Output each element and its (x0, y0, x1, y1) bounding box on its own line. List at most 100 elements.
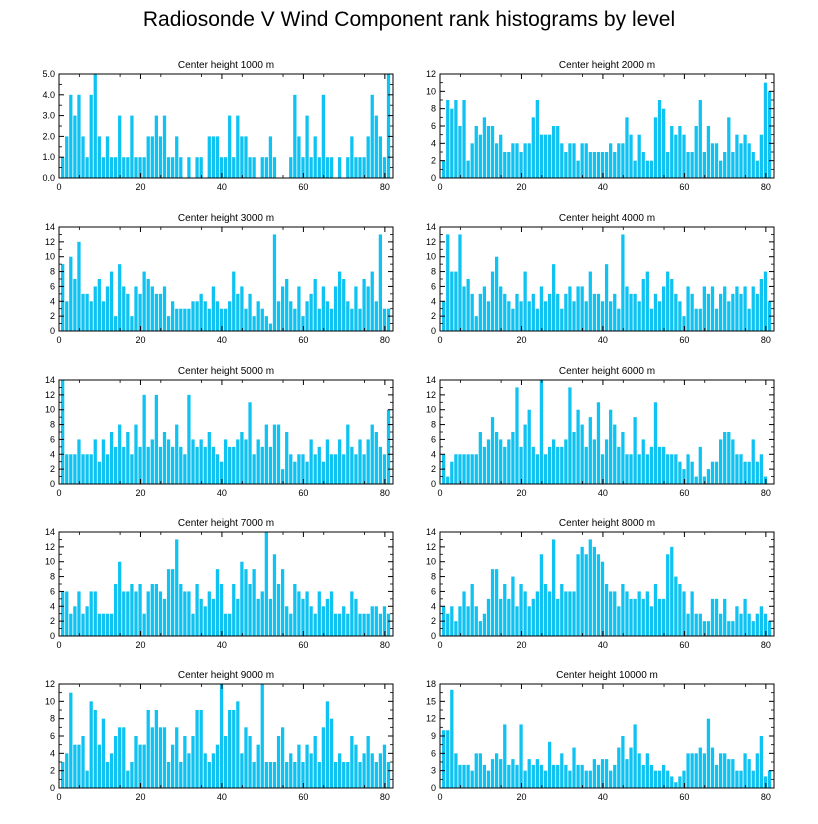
histogram-bar (219, 584, 224, 636)
histogram-bar (519, 724, 523, 788)
y-tick-label: 10 (426, 252, 436, 262)
histogram-bar (478, 293, 482, 331)
histogram-bar (61, 762, 65, 788)
histogram-bar (272, 762, 277, 788)
histogram-bar (666, 770, 670, 788)
histogram-bar (523, 770, 527, 788)
histogram-bar (207, 591, 211, 636)
histogram-bar (362, 279, 366, 331)
histogram-bar (670, 126, 674, 178)
histogram-bar (454, 454, 458, 484)
histogram-bar (130, 762, 134, 788)
histogram-bar (568, 387, 572, 484)
histogram-bar (446, 234, 450, 331)
histogram-bar (378, 234, 383, 331)
histogram-bar (362, 157, 366, 178)
histogram-bar (759, 134, 764, 178)
histogram-bar (358, 762, 362, 788)
panel-title: Center height 5000 m (178, 366, 274, 377)
histogram-bar (446, 476, 450, 484)
histogram-bar (61, 380, 65, 484)
histogram-bar (93, 74, 97, 178)
histogram-bar (77, 591, 81, 636)
y-tick-label: 2 (50, 311, 55, 321)
histogram-bar (268, 762, 273, 788)
histogram-bar (462, 286, 466, 331)
x-tick-label: 0 (437, 640, 442, 650)
y-tick-label: 12 (426, 542, 436, 552)
histogram-bar (576, 409, 580, 484)
histogram-bar (625, 454, 629, 484)
histogram-bar (450, 108, 454, 178)
histogram-bar (698, 613, 702, 636)
histogram-bar (268, 446, 273, 484)
histogram-bar (470, 454, 474, 484)
histogram-bar (572, 301, 576, 331)
histogram-bar (478, 432, 482, 484)
histogram-bar (661, 108, 666, 178)
histogram-bar (759, 454, 764, 484)
histogram-bar (486, 598, 491, 636)
histogram-bar (629, 747, 633, 788)
histogram-bar (122, 157, 126, 178)
histogram-bar (342, 454, 346, 484)
histogram-bar (686, 753, 690, 788)
histogram-bar (142, 157, 146, 178)
y-tick-label: 0 (431, 783, 436, 793)
histogram-bar (568, 286, 572, 331)
histogram-bar (543, 454, 548, 484)
histogram-bar (81, 293, 85, 331)
histogram-bar (346, 157, 350, 178)
histogram-bar (333, 286, 338, 331)
y-tick-label: 12 (426, 69, 436, 79)
histogram-bar (609, 770, 613, 788)
y-tick-label: 14 (45, 222, 55, 232)
histogram-bar (494, 569, 499, 636)
histogram-bar (719, 753, 723, 788)
histogram-bar (203, 446, 207, 484)
histogram-bar (366, 286, 370, 331)
histogram-bar (118, 727, 122, 788)
histogram-bar (69, 613, 73, 636)
x-tick-label: 60 (298, 488, 308, 498)
histogram-bar (682, 770, 686, 788)
histogram-bar (702, 621, 706, 636)
histogram-bar (568, 770, 572, 788)
histogram-bar (454, 100, 458, 178)
histogram-bar (560, 753, 564, 788)
y-tick-label: 14 (45, 527, 55, 537)
histogram-bar (478, 134, 482, 178)
histogram-bar (617, 606, 621, 636)
histogram-bar (637, 753, 641, 788)
histogram-bar (600, 759, 605, 788)
histogram-bar (146, 279, 150, 331)
histogram-bar (378, 753, 383, 788)
x-tick-label: 80 (761, 335, 771, 345)
histogram-bar (325, 157, 330, 178)
histogram-bar (710, 461, 715, 484)
y-tick-label: 4 (431, 138, 436, 148)
histogram-bar (105, 286, 110, 331)
histogram-bar (211, 753, 216, 788)
x-tick-label: 40 (598, 640, 608, 650)
histogram-bar (678, 461, 682, 484)
histogram-bar (552, 539, 556, 636)
histogram-bar (739, 454, 743, 484)
y-tick-label: 9 (431, 731, 436, 741)
histogram-bar (256, 439, 260, 484)
histogram-bar (252, 569, 256, 636)
histogram-bar (588, 152, 592, 178)
histogram-bar (240, 286, 244, 331)
histogram-bar (81, 136, 85, 178)
histogram-bar (162, 727, 167, 788)
x-tick-label: 20 (135, 488, 145, 498)
histogram-bar (547, 446, 552, 484)
y-tick-label: 2 (50, 766, 55, 776)
histogram-bar (657, 770, 662, 788)
histogram-bar (215, 136, 220, 178)
histogram-bar (739, 770, 743, 788)
y-tick-label: 12 (45, 679, 55, 689)
histogram-bar (613, 591, 617, 636)
histogram-bar (486, 126, 491, 178)
histogram-bar (81, 736, 85, 788)
